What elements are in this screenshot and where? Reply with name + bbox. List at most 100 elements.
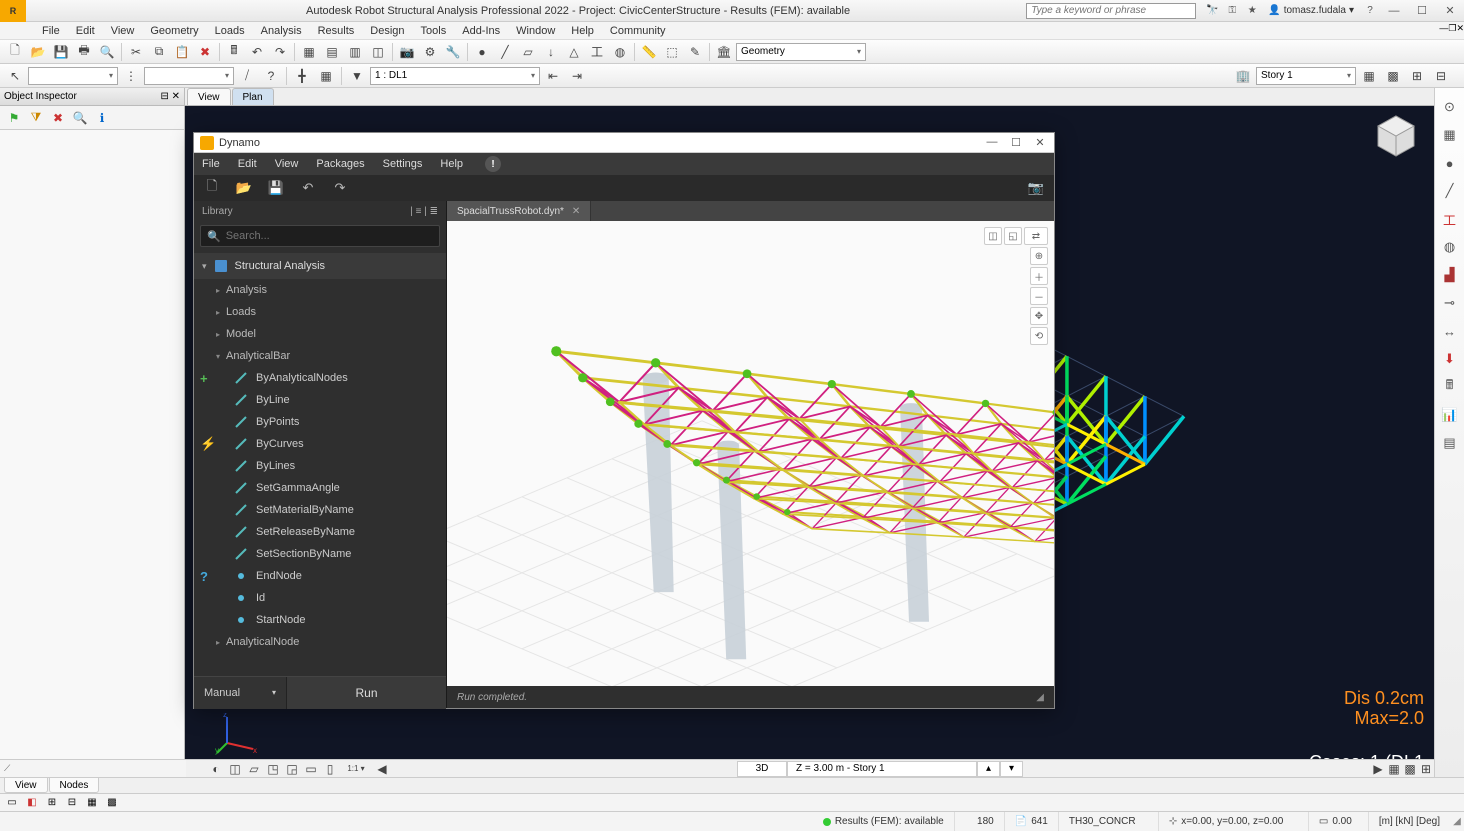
- vm-b-icon[interactable]: ◲: [284, 762, 300, 776]
- rt-snap-icon[interactable]: ⊙: [1439, 96, 1461, 118]
- dynamo-camera-icon[interactable]: 📷: [1028, 180, 1044, 196]
- node-sel-dropdown[interactable]: ▾: [28, 67, 118, 85]
- paste-icon[interactable]: 📋: [171, 42, 193, 62]
- rt-section-icon[interactable]: 工: [1439, 208, 1461, 230]
- story-a-icon[interactable]: ▦: [1358, 66, 1380, 86]
- infocenter-search[interactable]: [1026, 3, 1196, 19]
- window1-icon[interactable]: ▦: [298, 42, 320, 62]
- loadcase-dropdown[interactable]: 1 : DL1▾: [370, 67, 540, 85]
- nav-pan-icon[interactable]: ✥: [1030, 307, 1048, 325]
- open-icon[interactable]: 📂: [27, 42, 49, 62]
- dynamo-tab[interactable]: SpacialTrussRobot.dyn* ✕: [447, 201, 591, 221]
- dynamo-menu-view[interactable]: View: [275, 158, 299, 170]
- status-resize-icon[interactable]: ◢: [1450, 816, 1464, 827]
- menu-window[interactable]: Window: [508, 25, 563, 37]
- tab-view[interactable]: View: [187, 88, 231, 105]
- vm-left-icon[interactable]: ◀: [374, 762, 390, 776]
- material-icon[interactable]: ◍: [609, 42, 631, 62]
- bt-e-icon[interactable]: ▦: [84, 796, 100, 810]
- btab-view[interactable]: View: [4, 778, 48, 793]
- vm-d-icon[interactable]: ▯: [322, 762, 338, 776]
- dynamo-3d-preview[interactable]: ◫ ◱ ⇄ ⊕ ＋ － ✥ ⟲: [447, 221, 1054, 686]
- vm-scale-icon[interactable]: 1:1 ▾: [341, 762, 371, 776]
- dynamo-runmode[interactable]: Manual▾: [194, 677, 286, 709]
- screenshot-icon[interactable]: 📷: [396, 42, 418, 62]
- story-b-icon[interactable]: ▩: [1382, 66, 1404, 86]
- window4-icon[interactable]: ◫: [367, 42, 389, 62]
- undo-icon[interactable]: ↶: [246, 42, 268, 62]
- case-prev-icon[interactable]: ⇤: [542, 66, 564, 86]
- layout-dropdown[interactable]: Geometry▾: [736, 43, 866, 61]
- vm-wire-icon[interactable]: ◫: [227, 762, 243, 776]
- minimize-button[interactable]: —: [1380, 1, 1408, 21]
- dynamo-run-button[interactable]: Run: [286, 677, 446, 709]
- story-dropdown[interactable]: Story 1▾: [1256, 67, 1356, 85]
- nav-link-icon[interactable]: ⇄: [1024, 227, 1048, 245]
- bt-a-icon[interactable]: ▭: [4, 796, 20, 810]
- vm-right-icon[interactable]: ▶: [1370, 762, 1386, 776]
- node-icon[interactable]: ●: [471, 42, 493, 62]
- sel-help-icon[interactable]: ?: [260, 66, 282, 86]
- filter-bar-icon[interactable]: ⧸: [236, 66, 258, 86]
- dynamo-titlebar[interactable]: Dynamo — ☐ ✕: [194, 133, 1054, 153]
- menu-file[interactable]: File: [34, 25, 68, 37]
- rt-load-icon[interactable]: ⬇: [1439, 348, 1461, 370]
- new-icon[interactable]: 🗋: [4, 42, 26, 62]
- redo-icon[interactable]: ↷: [269, 42, 291, 62]
- menu-community[interactable]: Community: [602, 25, 674, 37]
- vm-e-icon[interactable]: ▦: [1386, 762, 1402, 776]
- save-icon[interactable]: 💾: [50, 42, 72, 62]
- nav-zoomout-icon[interactable]: －: [1030, 287, 1048, 305]
- calc-icon[interactable]: 🖩: [223, 42, 245, 62]
- dynamo-menu-help[interactable]: Help: [440, 158, 463, 170]
- bt-d-icon[interactable]: ⊟: [64, 796, 80, 810]
- tool-a-icon[interactable]: ⚙: [419, 42, 441, 62]
- tab-plan[interactable]: Plan: [232, 88, 274, 105]
- story-icon[interactable]: 🏢: [1232, 66, 1254, 86]
- cursor-icon[interactable]: ↖: [4, 66, 26, 86]
- doc-close-button[interactable]: ✕: [1456, 23, 1464, 39]
- bar-sel-dropdown[interactable]: ▾: [144, 67, 234, 85]
- vm-c-icon[interactable]: ▭: [303, 762, 319, 776]
- support-icon[interactable]: △: [563, 42, 585, 62]
- story-d-icon[interactable]: ⊟: [1430, 66, 1452, 86]
- plane-down-icon[interactable]: ▾: [1000, 761, 1023, 777]
- rt-support-icon[interactable]: ▟: [1439, 264, 1461, 286]
- vm-g-icon[interactable]: ⊞: [1418, 762, 1434, 776]
- dynamo-menu-file[interactable]: File: [202, 158, 220, 170]
- bt-f-icon[interactable]: ▩: [104, 796, 120, 810]
- help-icon[interactable]: ?: [1361, 3, 1379, 19]
- rt-node-icon[interactable]: ●: [1439, 152, 1461, 174]
- close-button[interactable]: ✕: [1436, 1, 1464, 21]
- maximize-button[interactable]: ☐: [1408, 1, 1436, 21]
- cut-icon[interactable]: ✂: [125, 42, 147, 62]
- preview-icon[interactable]: 🔍: [96, 42, 118, 62]
- layout-view-icon[interactable]: 🏛: [713, 42, 735, 62]
- oi-flag-icon[interactable]: ⚑: [6, 110, 22, 126]
- pin-icon[interactable]: ⊟ ✕: [160, 91, 180, 102]
- doc-minimize-button[interactable]: —: [1439, 23, 1448, 39]
- menu-addins[interactable]: Add-Ins: [454, 25, 508, 37]
- user-menu[interactable]: 👤 tomasz.fudala ▾: [1268, 5, 1354, 16]
- oi-filter-icon[interactable]: ⧩: [28, 110, 44, 126]
- menu-results[interactable]: Results: [310, 25, 363, 37]
- plane-up-icon[interactable]: ▴: [977, 761, 1000, 777]
- rt-release-icon[interactable]: ⊸: [1439, 292, 1461, 314]
- dynamo-maximize-button[interactable]: ☐: [1008, 136, 1024, 149]
- nav-orbit-icon[interactable]: ⟲: [1030, 327, 1048, 345]
- rt-grid-icon[interactable]: ▦: [1439, 124, 1461, 146]
- oi-zoom-icon[interactable]: 🔍: [72, 110, 88, 126]
- delete-icon[interactable]: ✖: [194, 42, 216, 62]
- load-icon[interactable]: ↓: [540, 42, 562, 62]
- key-icon[interactable]: ⚿: [1223, 3, 1241, 19]
- btab-nodes[interactable]: Nodes: [49, 778, 100, 793]
- menu-analysis[interactable]: Analysis: [253, 25, 310, 37]
- nav-graph-icon[interactable]: ◫: [984, 227, 1002, 245]
- story-down-icon[interactable]: ▼: [346, 66, 368, 86]
- panel-icon[interactable]: ▱: [517, 42, 539, 62]
- dynamo-info-icon[interactable]: !: [485, 156, 501, 172]
- view-mode-3d[interactable]: 3D: [737, 761, 787, 777]
- menu-edit[interactable]: Edit: [68, 25, 103, 37]
- axes-icon[interactable]: ╋: [291, 66, 313, 86]
- filter-node-icon[interactable]: ⋮: [120, 66, 142, 86]
